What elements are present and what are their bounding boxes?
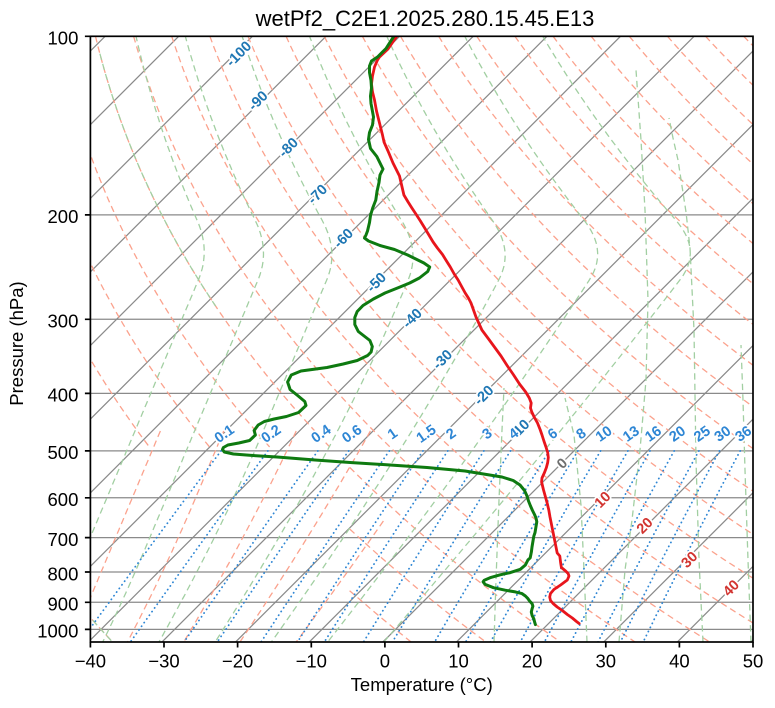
svg-text:−40: −40 [75, 651, 106, 672]
svg-text:600: 600 [48, 489, 79, 510]
svg-text:−10: −10 [296, 651, 327, 672]
svg-text:0: 0 [380, 651, 390, 672]
svg-text:Pressure (hPa): Pressure (hPa) [6, 281, 27, 405]
svg-text:20: 20 [522, 651, 543, 672]
svg-text:900: 900 [48, 594, 79, 615]
svg-text:50: 50 [743, 651, 764, 672]
svg-text:wetPf2_C2E1.2025.280.15.45.E13: wetPf2_C2E1.2025.280.15.45.E13 [255, 6, 595, 31]
svg-text:300: 300 [48, 311, 79, 332]
svg-text:40: 40 [669, 651, 690, 672]
svg-text:−20: −20 [222, 651, 253, 672]
svg-text:−30: −30 [148, 651, 179, 672]
svg-text:500: 500 [48, 442, 79, 463]
svg-text:200: 200 [48, 206, 79, 227]
svg-text:700: 700 [48, 529, 79, 550]
svg-text:1000: 1000 [37, 621, 78, 642]
svg-text:Temperature (°C): Temperature (°C) [351, 674, 493, 695]
svg-text:800: 800 [48, 563, 79, 584]
svg-text:10: 10 [448, 651, 469, 672]
svg-text:30: 30 [596, 651, 617, 672]
svg-text:400: 400 [48, 385, 79, 406]
svg-text:100: 100 [48, 28, 79, 49]
